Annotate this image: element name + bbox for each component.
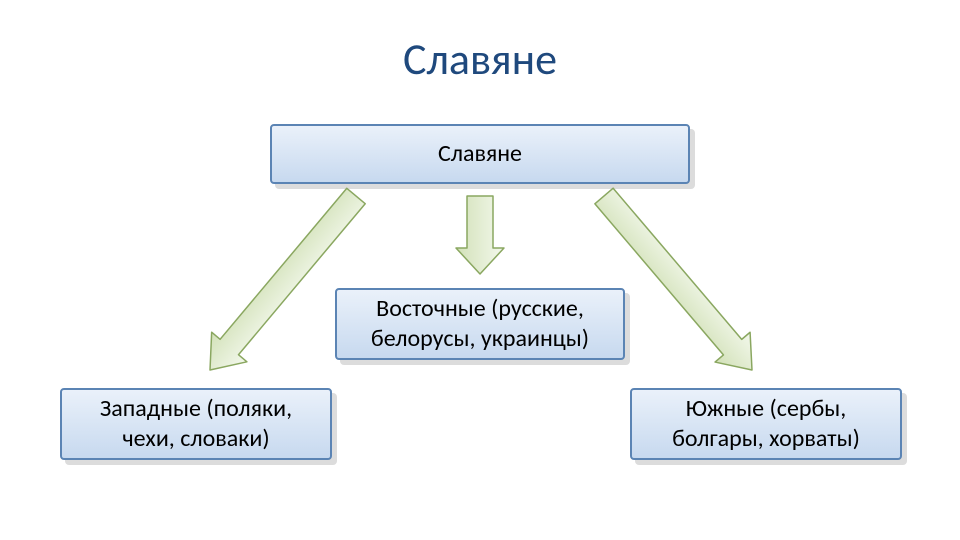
box-left-line2: чехи, словаки) (100, 424, 292, 454)
box-right-line2: болгары, хорваты) (672, 424, 860, 454)
box-center: Восточные (русские,белорусы, украинцы) (335, 288, 625, 360)
box-right-text: Южные (сербы,болгары, хорваты) (672, 394, 860, 454)
arrow-down (456, 196, 504, 274)
box-right-line1: Южные (сербы, (672, 394, 860, 424)
box-left-text: Западные (поляки,чехи, словаки) (100, 394, 292, 454)
box-center-line2: белорусы, украинцы) (371, 324, 589, 354)
box-root-line1: Славяне (438, 139, 522, 169)
page-title: Славяне (0, 32, 960, 86)
box-left-line1: Западные (поляки, (100, 394, 292, 424)
box-center-line1: Восточные (русские, (371, 294, 589, 324)
box-right: Южные (сербы,болгары, хорваты) (630, 388, 902, 460)
box-center-text: Восточные (русские,белорусы, украинцы) (371, 294, 589, 354)
box-left: Западные (поляки,чехи, словаки) (60, 388, 332, 460)
box-root: Славяне (270, 124, 690, 184)
box-root-text: Славяне (438, 139, 522, 169)
